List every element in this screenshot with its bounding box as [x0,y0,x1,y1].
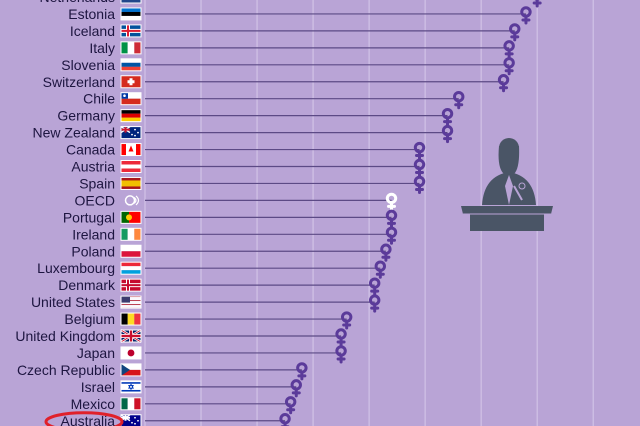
flag-slovenia [120,58,142,72]
marker-poland [380,243,392,262]
marker-switzerland [497,74,510,93]
marker-canada [413,141,426,161]
marker-portugal [385,209,398,228]
flag-mexico [120,397,142,411]
flag-germany [120,109,142,123]
flag-switzerland [120,75,142,89]
marker-iceland [509,23,521,42]
flag-israel [120,380,142,394]
marker-denmark [368,277,381,296]
flag-poland [120,244,142,258]
label-luxembourg: Luxembourg [37,260,115,276]
marker-australia [279,413,291,426]
label-belgium: Belgium [64,311,115,327]
label-netherlands: Netherlands [40,0,116,5]
label-estonia: Estonia [68,6,115,22]
flag-canada [120,143,142,157]
label-united-states: United States [31,294,115,310]
stems [145,13,526,422]
flag-ireland [120,227,142,241]
flag-chile [120,92,142,106]
marker-united-states [368,294,381,313]
flag-spain [120,176,142,190]
label-portugal: Portugal [63,209,115,225]
female-symbol-markers [279,0,542,426]
flag-austria [120,160,142,173]
marker-germany [441,107,454,127]
label-chile: Chile [83,91,115,107]
label-slovenia: Slovenia [61,57,115,73]
label-poland: Poland [71,243,115,259]
flags [120,0,142,426]
label-new-zealand: New Zealand [33,125,116,141]
flag-japan [120,346,142,360]
label-australia: Australia [61,413,116,426]
marker-slovenia [503,57,515,76]
highlight-ring-australia [44,411,124,426]
marker-ireland [385,226,398,245]
marker-belgium [340,311,353,330]
flag-denmark [120,278,142,292]
label-switzerland: Switzerland [43,74,115,90]
flag-estonia [120,7,142,21]
marker-new-zealand [441,124,454,144]
highlight-annotation [44,411,124,426]
flag-iceland [120,24,142,38]
label-czech-republic: Czech Republic [17,362,115,378]
marker-japan [335,345,347,364]
marker-chile [453,91,465,110]
label-spain: Spain [79,175,115,191]
marker-austria [413,158,426,177]
label-oecd: OECD [75,192,115,208]
flag-luxembourg [120,261,142,275]
label-japan: Japan [77,345,115,361]
marker-mexico [284,396,297,415]
marker-netherlands [532,0,542,8]
label-iceland: Iceland [70,23,115,39]
flag-italy [120,41,142,55]
flag-oecd [121,194,141,207]
grid-lines [144,0,594,426]
label-united-kingdom: United Kingdom [15,328,115,344]
flag-australia [120,414,142,426]
label-italy: Italy [89,40,115,56]
marker-oecd [385,192,398,211]
label-mexico: Mexico [71,396,116,412]
label-austria: Austria [71,159,115,175]
flag-united-kingdom [120,328,142,344]
marker-israel [290,379,302,398]
label-denmark: Denmark [58,277,116,293]
label-germany: Germany [57,108,115,124]
country-labels: NetherlandsEstoniaIcelandItalySloveniaSw… [15,0,116,426]
marker-united-kingdom [335,328,347,347]
flag-netherlands [120,0,142,4]
flag-new-zealand [120,126,142,140]
label-canada: Canada [66,142,115,158]
flag-belgium [120,312,142,326]
flag-united-states [120,295,142,309]
marker-czech-republic [296,362,308,381]
flag-portugal [120,210,142,224]
label-israel: Israel [81,379,115,395]
marker-estonia [520,6,532,25]
flag-czech-republic [120,363,142,377]
label-ireland: Ireland [72,226,115,242]
speaker-podium-icon [461,138,553,231]
marker-spain [413,175,426,194]
marker-luxembourg [374,260,386,279]
marker-italy [503,40,515,59]
